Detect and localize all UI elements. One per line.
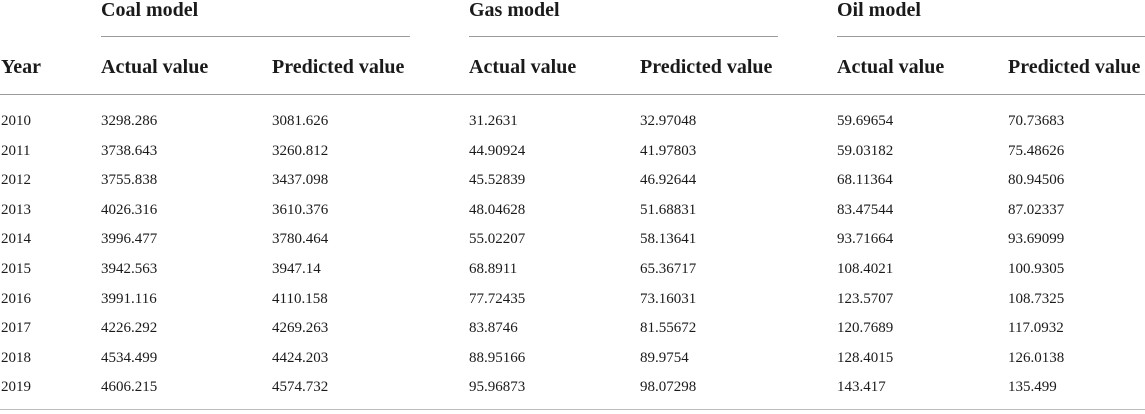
group-rule-coal: [101, 36, 410, 37]
cell-oil-actual: 143.417: [837, 379, 886, 396]
cell-coal-actual: 4226.292: [101, 320, 158, 337]
cell-oil-predicted: 135.499: [1008, 379, 1057, 396]
cell-oil-predicted: 117.0932: [1008, 320, 1064, 337]
column-header-coal-actual: Actual value: [101, 56, 209, 78]
cell-oil-actual: 128.4015: [837, 349, 894, 366]
cell-oil-actual: 59.69654: [837, 113, 894, 129]
cell-coal-predicted: 3260.812: [272, 142, 329, 159]
table-row: 2012 3755.838 3437.098 45.52839 46.92644…: [0, 170, 1145, 200]
cell-coal-predicted: 4574.732: [272, 379, 329, 396]
cell-oil-predicted: 93.69099: [1008, 231, 1065, 248]
table-row: 2014 3996.477 3780.464 55.02207 58.13641…: [0, 229, 1145, 259]
cell-coal-predicted: 4110.158: [272, 290, 328, 307]
cell-year: 2018: [1, 349, 31, 366]
cell-year: 2012: [1, 172, 31, 189]
cell-gas-predicted: 41.97803: [640, 142, 697, 159]
group-rule-oil: [837, 36, 1145, 37]
cell-coal-actual: 4026.316: [101, 201, 158, 218]
group-title-coal: Coal model: [101, 0, 199, 21]
cell-year: 2014: [1, 231, 31, 248]
cell-coal-actual: 3738.643: [101, 142, 158, 159]
cell-oil-predicted: 70.73683: [1008, 113, 1065, 129]
cell-gas-actual: 48.04628: [469, 201, 526, 218]
cell-coal-actual: 3991.116: [101, 290, 157, 307]
cell-gas-actual: 83.8746: [469, 320, 518, 337]
cell-coal-actual: 3942.563: [101, 260, 158, 277]
cell-oil-predicted: 100.9305: [1008, 260, 1065, 277]
cell-gas-predicted: 65.36717: [640, 260, 697, 277]
group-title-oil: Oil model: [837, 0, 921, 21]
cell-oil-predicted: 87.02337: [1008, 201, 1065, 218]
cell-oil-predicted: 80.94506: [1008, 172, 1065, 189]
cell-oil-actual: 108.4021: [837, 260, 894, 277]
cell-year: 2016: [1, 290, 31, 307]
table-row: 2015 3942.563 3947.14 68.8911 65.36717 1…: [0, 259, 1145, 289]
cell-coal-predicted: 3081.626: [272, 113, 329, 129]
table-row: 2011 3738.643 3260.812 44.90924 41.97803…: [0, 141, 1145, 171]
column-header-oil-predicted: Predicted value: [1008, 56, 1141, 78]
cell-coal-predicted: 4269.263: [272, 320, 329, 337]
cell-coal-predicted: 3947.14: [272, 260, 321, 277]
cell-coal-actual: 3755.838: [101, 172, 158, 189]
header-divider: [0, 94, 1145, 95]
column-header-gas-predicted: Predicted value: [640, 56, 773, 78]
cell-gas-actual: 31.2631: [469, 113, 518, 129]
cell-gas-actual: 44.90924: [469, 142, 526, 159]
cell-gas-actual: 88.95166: [469, 349, 526, 366]
table-bottom-divider: [0, 409, 1145, 410]
cell-oil-predicted: 75.48626: [1008, 142, 1065, 159]
cell-year: 2019: [1, 379, 31, 396]
cell-coal-actual: 3996.477: [101, 231, 158, 248]
cell-gas-predicted: 46.92644: [640, 172, 697, 189]
cell-year: 2013: [1, 201, 31, 218]
cell-coal-actual: 4534.499: [101, 349, 158, 366]
cell-coal-actual: 4606.215: [101, 379, 158, 396]
cell-gas-predicted: 98.07298: [640, 379, 697, 396]
group-rule-gas: [469, 36, 778, 37]
column-header-gas-actual: Actual value: [469, 56, 577, 78]
cell-gas-actual: 68.8911: [469, 260, 518, 277]
cell-gas-actual: 55.02207: [469, 231, 526, 248]
cell-gas-predicted: 81.55672: [640, 320, 697, 337]
table-row: 2013 4026.316 3610.376 48.04628 51.68831…: [0, 200, 1145, 230]
table-row: 2017 4226.292 4269.263 83.8746 81.55672 …: [0, 318, 1145, 348]
cell-oil-predicted: 126.0138: [1008, 349, 1065, 366]
table-row: 2019 4606.215 4574.732 95.96873 98.07298…: [0, 377, 1145, 407]
cell-year: 2017: [1, 320, 31, 337]
cell-coal-predicted: 3780.464: [272, 231, 329, 248]
cell-coal-predicted: 3437.098: [272, 172, 329, 189]
cell-year: 2011: [1, 142, 31, 159]
cell-year: 2010: [1, 113, 31, 129]
cell-coal-predicted: 3610.376: [272, 201, 329, 218]
cell-oil-actual: 93.71664: [837, 231, 894, 248]
cell-gas-predicted: 58.13641: [640, 231, 697, 248]
table-body: 2010 3298.286 3081.626 31.2631 32.97048 …: [0, 111, 1145, 407]
column-header-coal-predicted: Predicted value: [272, 56, 405, 78]
column-header-oil-actual: Actual value: [837, 56, 945, 78]
cell-gas-actual: 45.52839: [469, 172, 526, 189]
table-row: 2016 3991.116 4110.158 77.72435 73.16031…: [0, 289, 1145, 319]
table-row: 2018 4534.499 4424.203 88.95166 89.9754 …: [0, 348, 1145, 378]
cell-oil-actual: 123.5707: [837, 290, 894, 307]
cell-year: 2015: [1, 260, 31, 277]
cell-gas-actual: 95.96873: [469, 379, 526, 396]
column-header-year: Year: [1, 56, 41, 78]
cell-oil-actual: 68.11364: [837, 172, 893, 189]
cell-coal-actual: 3298.286: [101, 113, 158, 129]
table-row: 2010 3298.286 3081.626 31.2631 32.97048 …: [0, 111, 1145, 141]
cell-gas-predicted: 89.9754: [640, 349, 689, 366]
cell-gas-predicted: 51.68831: [640, 201, 697, 218]
cell-gas-actual: 77.72435: [469, 290, 526, 307]
cell-oil-actual: 59.03182: [837, 142, 894, 159]
cell-oil-actual: 120.7689: [837, 320, 894, 337]
cell-oil-predicted: 108.7325: [1008, 290, 1065, 307]
cell-oil-actual: 83.47544: [837, 201, 894, 218]
group-title-gas: Gas model: [469, 0, 560, 21]
cell-coal-predicted: 4424.203: [272, 349, 329, 366]
cell-gas-predicted: 32.97048: [640, 113, 697, 129]
cell-gas-predicted: 73.16031: [640, 290, 697, 307]
